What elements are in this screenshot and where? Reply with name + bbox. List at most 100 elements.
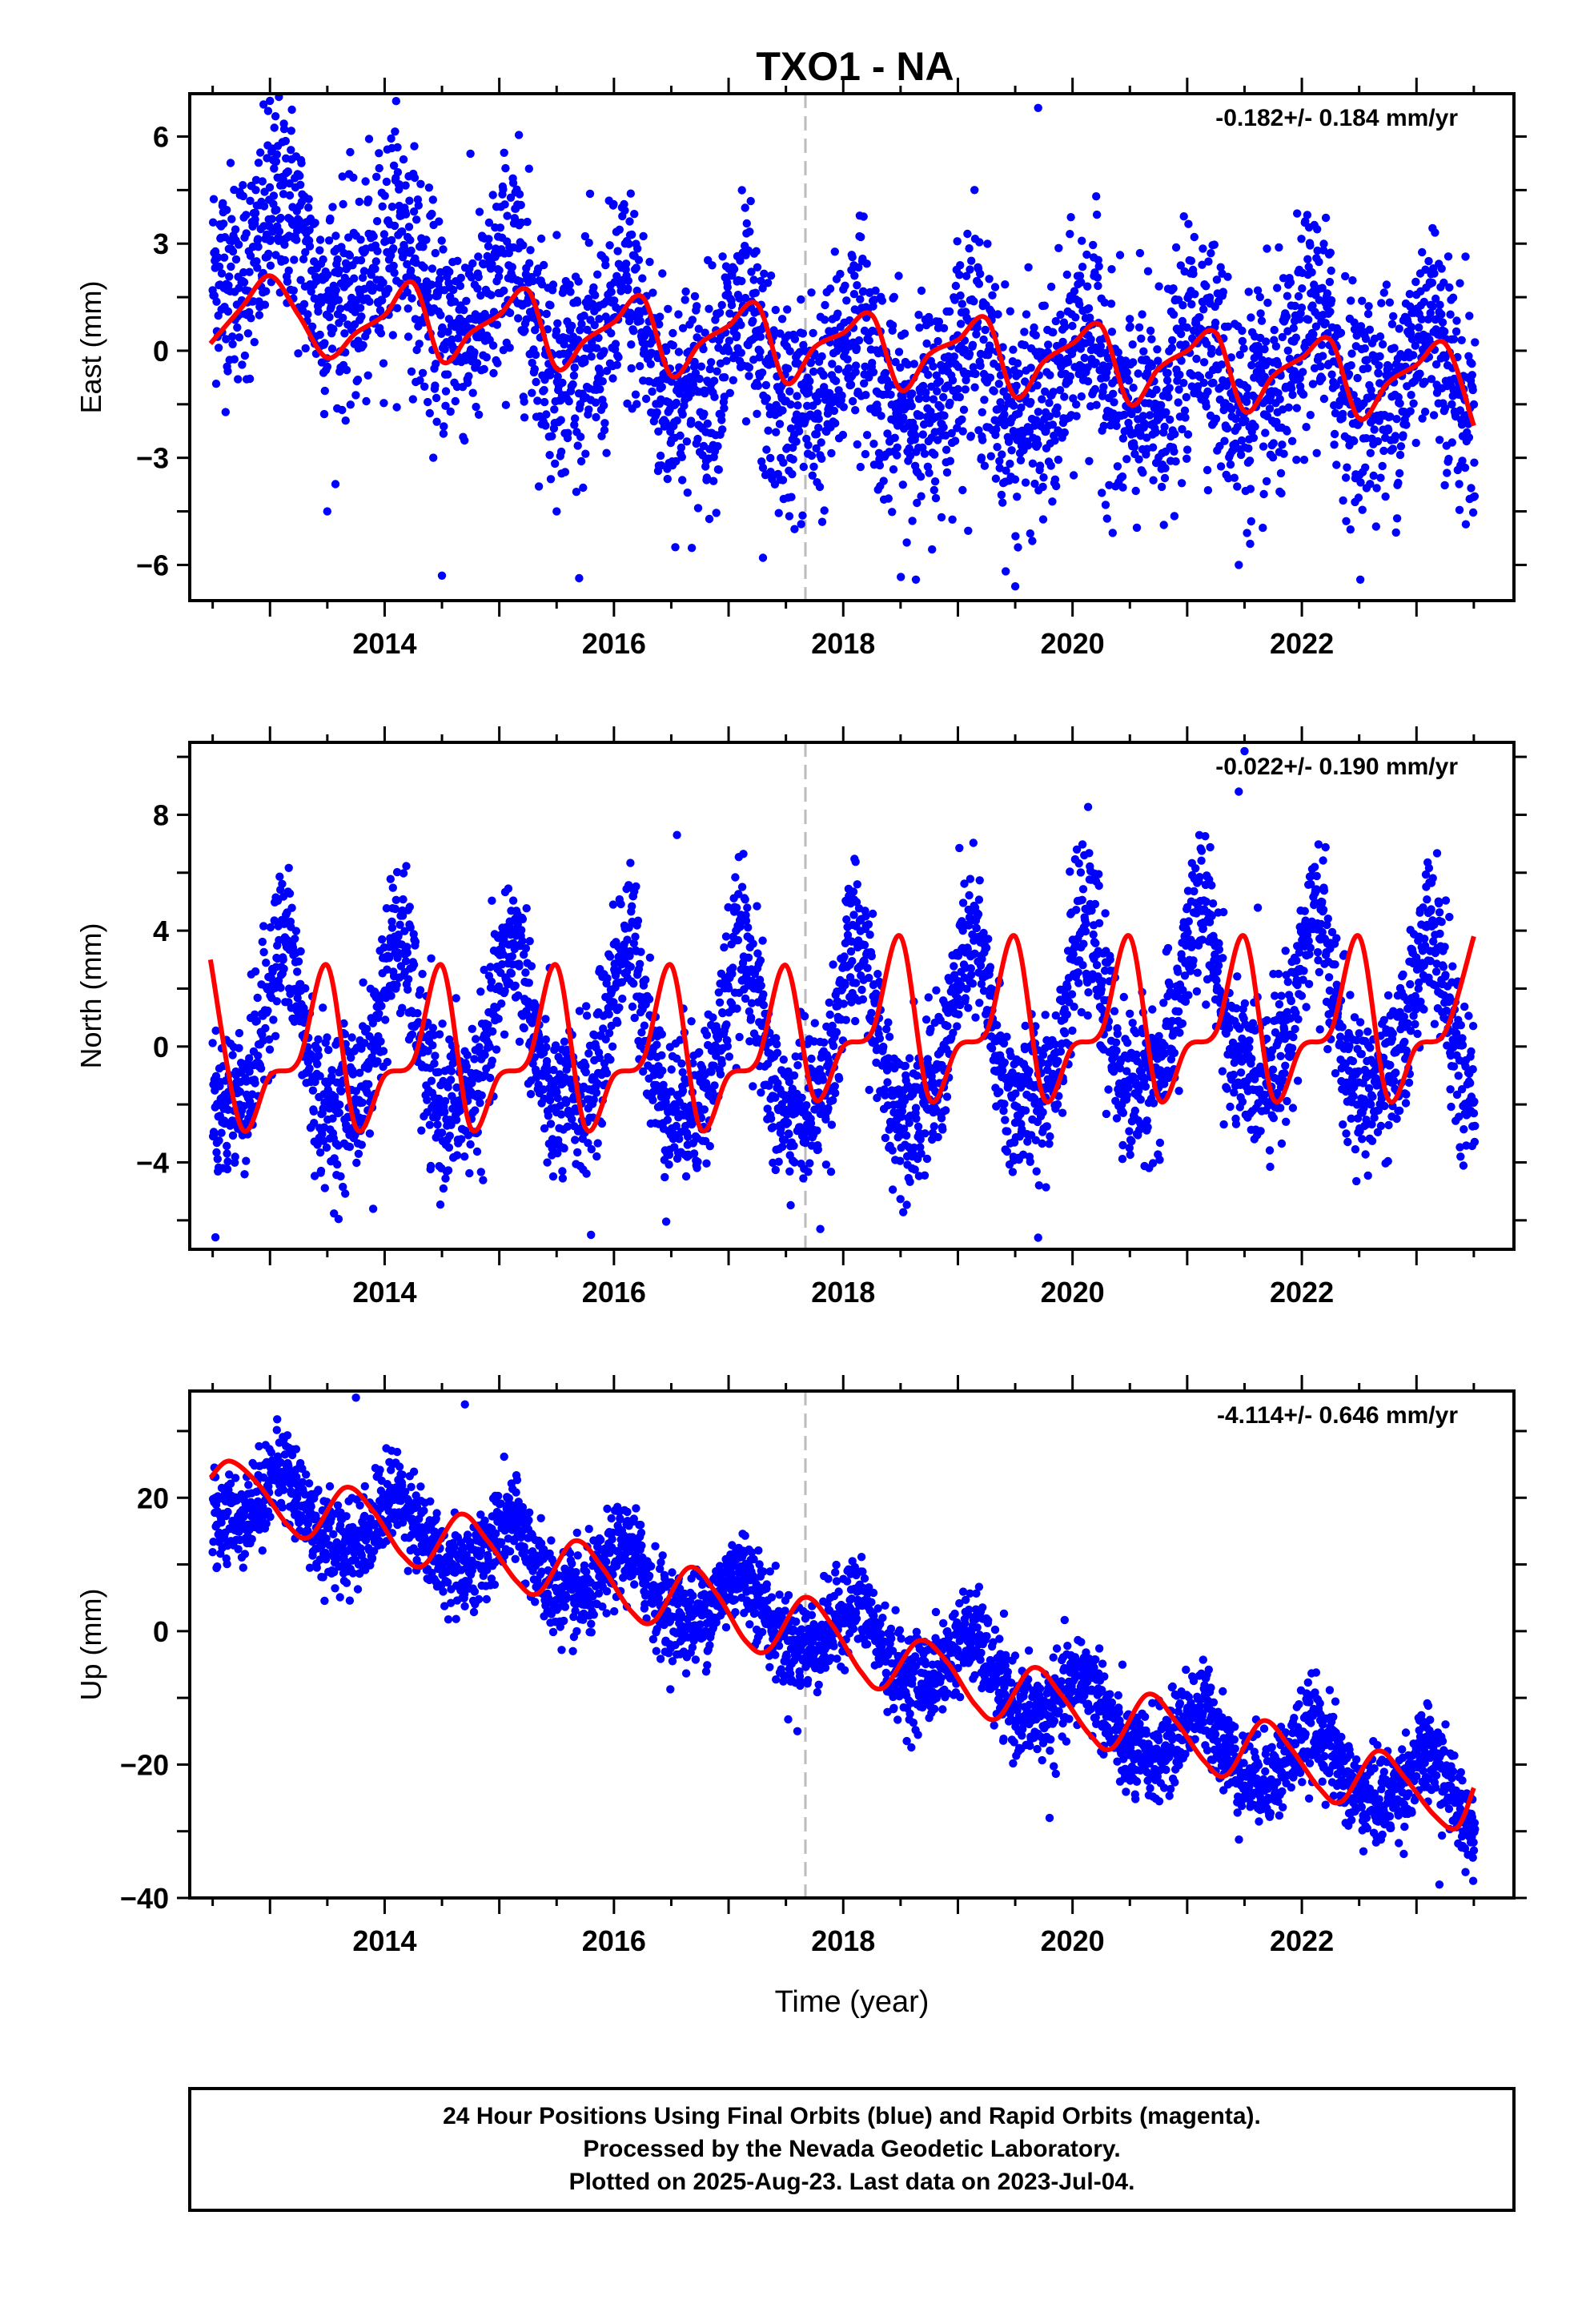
data-point bbox=[231, 255, 241, 264]
data-point bbox=[323, 271, 332, 279]
data-point bbox=[441, 387, 451, 396]
data-point bbox=[413, 1009, 422, 1018]
data-point bbox=[1242, 397, 1251, 406]
data-point bbox=[594, 333, 603, 343]
data-point bbox=[408, 1030, 417, 1039]
data-point bbox=[327, 1066, 336, 1075]
data-point bbox=[1446, 310, 1455, 319]
data-point bbox=[409, 960, 419, 969]
data-point bbox=[1207, 249, 1215, 258]
data-point bbox=[432, 360, 440, 368]
data-point bbox=[378, 935, 387, 944]
data-point bbox=[404, 304, 412, 313]
data-point bbox=[1094, 255, 1103, 264]
data-point bbox=[1053, 403, 1062, 412]
data-point bbox=[1407, 391, 1415, 400]
data-point bbox=[484, 242, 493, 251]
data-point bbox=[435, 275, 444, 283]
data-point bbox=[1157, 482, 1166, 492]
data-point bbox=[225, 272, 234, 281]
data-point bbox=[947, 428, 956, 438]
data-point bbox=[278, 879, 287, 889]
data-point bbox=[1219, 287, 1228, 296]
data-point bbox=[387, 923, 397, 932]
data-point bbox=[472, 359, 482, 368]
data-point bbox=[869, 440, 878, 448]
data-point bbox=[980, 396, 989, 404]
data-point bbox=[576, 432, 585, 441]
data-point bbox=[718, 425, 727, 434]
data-point bbox=[472, 1147, 482, 1156]
data-point bbox=[253, 993, 262, 1003]
data-point bbox=[281, 136, 290, 146]
data-point bbox=[658, 1066, 667, 1076]
data-point bbox=[920, 449, 930, 458]
data-point bbox=[1098, 489, 1106, 497]
data-point bbox=[1396, 442, 1406, 451]
data-point bbox=[1382, 280, 1391, 289]
data-point bbox=[1152, 385, 1161, 394]
data-point bbox=[1170, 512, 1179, 521]
data-point bbox=[1452, 316, 1461, 325]
data-point bbox=[405, 903, 414, 911]
data-point bbox=[1344, 370, 1354, 379]
data-point bbox=[1321, 213, 1331, 223]
data-point bbox=[400, 927, 409, 935]
data-point bbox=[1372, 484, 1381, 493]
data-point bbox=[223, 1141, 231, 1151]
data-point bbox=[436, 1200, 445, 1209]
data-point bbox=[234, 375, 243, 384]
data-point bbox=[468, 388, 477, 397]
data-point bbox=[398, 1003, 407, 1012]
data-point bbox=[518, 936, 527, 946]
data-point bbox=[975, 238, 984, 247]
data-point bbox=[262, 287, 271, 296]
data-point bbox=[592, 1088, 601, 1097]
data-point bbox=[996, 398, 1005, 407]
x-tick-label: 2018 bbox=[811, 627, 875, 660]
data-point bbox=[231, 225, 240, 234]
data-point bbox=[581, 1068, 590, 1077]
data-point bbox=[693, 302, 701, 311]
data-point bbox=[528, 276, 537, 286]
data-point bbox=[379, 359, 388, 368]
data-point bbox=[582, 1011, 592, 1020]
data-point bbox=[785, 512, 794, 521]
data-point bbox=[753, 263, 762, 271]
data-point bbox=[830, 326, 839, 336]
data-point bbox=[1013, 359, 1022, 368]
data-point bbox=[1427, 375, 1436, 384]
data-point bbox=[331, 231, 340, 240]
data-point bbox=[283, 277, 292, 286]
data-point bbox=[1364, 302, 1373, 311]
data-point bbox=[713, 442, 722, 451]
data-point bbox=[382, 177, 391, 187]
data-point bbox=[1313, 225, 1322, 234]
data-point bbox=[705, 364, 714, 374]
data-point bbox=[521, 944, 531, 953]
data-point bbox=[1254, 341, 1263, 351]
data-point bbox=[1069, 471, 1078, 480]
data-point bbox=[322, 1143, 331, 1152]
data-point bbox=[1315, 257, 1323, 267]
data-point bbox=[373, 1057, 382, 1066]
data-point bbox=[1178, 424, 1186, 434]
data-point bbox=[701, 328, 709, 337]
data-point bbox=[966, 432, 976, 440]
data-point bbox=[908, 517, 917, 525]
data-point bbox=[1261, 428, 1270, 437]
data-point bbox=[495, 266, 504, 275]
data-point bbox=[387, 203, 397, 211]
data-point bbox=[274, 236, 283, 245]
data-point bbox=[633, 916, 643, 925]
data-point bbox=[1147, 361, 1157, 371]
data-point bbox=[1326, 248, 1335, 257]
data-point bbox=[630, 1013, 639, 1023]
data-point bbox=[939, 324, 949, 332]
data-point bbox=[1283, 292, 1292, 300]
data-point bbox=[1247, 313, 1255, 322]
data-point bbox=[270, 123, 279, 132]
data-point bbox=[418, 970, 427, 979]
data-point bbox=[587, 1144, 596, 1154]
data-point bbox=[342, 365, 351, 375]
